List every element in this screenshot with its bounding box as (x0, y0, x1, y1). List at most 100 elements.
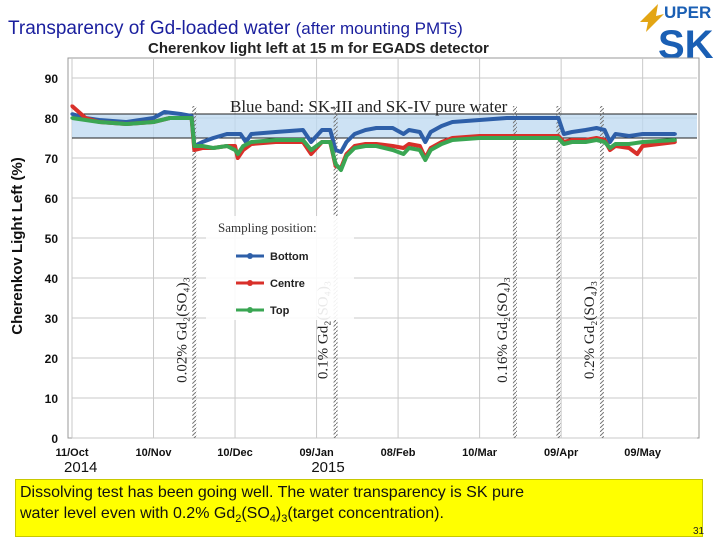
data-point-bottom (556, 116, 561, 120)
data-point-bottom (151, 116, 156, 120)
x-year-label: 2014 (64, 459, 97, 476)
data-point-top (450, 138, 455, 142)
data-point-top (439, 142, 444, 146)
data-point-top (478, 136, 482, 140)
data-point-top (391, 148, 395, 152)
data-point-top (124, 122, 128, 126)
data-point-top (339, 168, 343, 172)
data-point-bottom (363, 128, 368, 132)
transparency-chart: Blue band: SK-III and SK-IV pure water 0… (9, 57, 700, 476)
legend: Sampling position: Bottom Centre Top (206, 216, 354, 320)
x-tick-label: 09/May (624, 447, 662, 459)
data-point-bottom (401, 132, 406, 136)
data-point-top (613, 142, 618, 146)
y-tick-label: 60 (45, 192, 59, 206)
data-point-top (328, 140, 332, 144)
data-point-top (570, 140, 574, 144)
data-point-centre (627, 146, 631, 150)
data-point-top (241, 144, 245, 148)
slide-title: Transparency of Gd-loaded water (after m… (8, 18, 463, 40)
data-point-top (151, 120, 156, 124)
data-point-bottom (391, 126, 395, 130)
y-tick-label: 70 (45, 152, 59, 166)
data-point-top (583, 140, 588, 144)
data-point-centre (401, 146, 406, 150)
y-tick-label: 40 (45, 272, 59, 286)
caption-sub-3: 3 (281, 513, 288, 526)
legend-label-top: Top (270, 305, 290, 317)
data-point-bottom (353, 132, 357, 136)
data-point-top (83, 118, 88, 122)
slide-title-suffix: (after mounting PMTs) (295, 19, 463, 38)
data-point-top (608, 146, 612, 150)
data-point-bottom (429, 130, 433, 134)
data-point-bottom (225, 132, 229, 136)
data-point-centre (309, 152, 313, 156)
data-point-bottom (505, 116, 509, 120)
data-point-top (233, 148, 237, 152)
data-point-top (423, 158, 427, 162)
data-point-top (189, 116, 194, 120)
data-point-top (192, 144, 196, 148)
data-point-top (225, 144, 229, 148)
data-point-top (249, 140, 253, 144)
legend-marker-centre (247, 280, 253, 286)
legend-title: Sampling position: (218, 220, 317, 235)
data-point-top (641, 140, 645, 144)
data-point-top (374, 144, 378, 148)
data-point-bottom (423, 140, 427, 144)
data-point-bottom (613, 132, 618, 136)
data-point-bottom (478, 118, 482, 122)
data-point-centre (407, 142, 411, 146)
data-point-top (532, 136, 536, 140)
data-point-top (353, 146, 357, 150)
data-point-top (200, 144, 205, 148)
data-point-bottom (339, 150, 343, 154)
x-tick-label: 08/Feb (381, 447, 416, 459)
y-tick-label: 90 (45, 72, 59, 86)
caption-sub-2: 4 (269, 513, 276, 526)
dose-marker-hatch (512, 106, 517, 438)
data-point-top (333, 162, 338, 166)
legend-label-centre: Centre (270, 278, 305, 290)
data-point-centre (641, 144, 645, 148)
caption-box: Dissolving test has been going well. The… (15, 479, 703, 537)
data-point-centre (233, 144, 237, 148)
caption-line-2b: (target concentration). (287, 505, 444, 522)
y-tick-label: 20 (45, 352, 59, 366)
y-axis-ticks: 0 10 20 30 40 50 60 70 80 90 (45, 72, 59, 446)
data-point-bottom (274, 130, 278, 134)
data-point-bottom (532, 116, 536, 120)
data-point-top (401, 152, 406, 156)
data-point-top (236, 152, 240, 156)
data-point-bottom (583, 128, 588, 132)
caption-line-1: Dissolving test has been going well. The… (20, 484, 524, 501)
data-point-bottom (344, 140, 349, 144)
chart-title-text: Cherenkov light left at 15 m for EGADS d… (148, 40, 489, 57)
data-point-bottom (320, 128, 324, 132)
data-point-top (309, 148, 313, 152)
y-axis-label: Cherenkov Light Left (%) (9, 157, 26, 335)
page-number: 31 (693, 526, 705, 537)
data-point-top (301, 138, 305, 142)
data-point-centre (418, 144, 422, 148)
data-point-top (320, 140, 324, 144)
legend-marker-bottom (247, 253, 253, 259)
data-point-bottom (162, 110, 166, 114)
x-tick-label: 09/Jan (299, 447, 334, 459)
y-tick-label: 50 (45, 232, 59, 246)
data-point-bottom (608, 140, 612, 144)
caption-mid-2: ) (275, 505, 282, 522)
dose-marker-label: 0.16% Gd₂(SO₄)₃ (495, 277, 511, 383)
data-point-bottom (70, 112, 74, 116)
data-point-top (562, 142, 566, 146)
slide-title-main: Transparency of Gd-loaded water (8, 18, 291, 39)
data-point-top (556, 136, 561, 140)
data-point-bottom (641, 132, 645, 136)
data-point-bottom (249, 132, 253, 136)
dose-marker-hatch (599, 106, 604, 438)
data-point-bottom (211, 136, 215, 140)
data-point-centre (70, 104, 74, 108)
caption-mid-1: (SO (241, 505, 270, 522)
data-point-top (70, 116, 74, 120)
